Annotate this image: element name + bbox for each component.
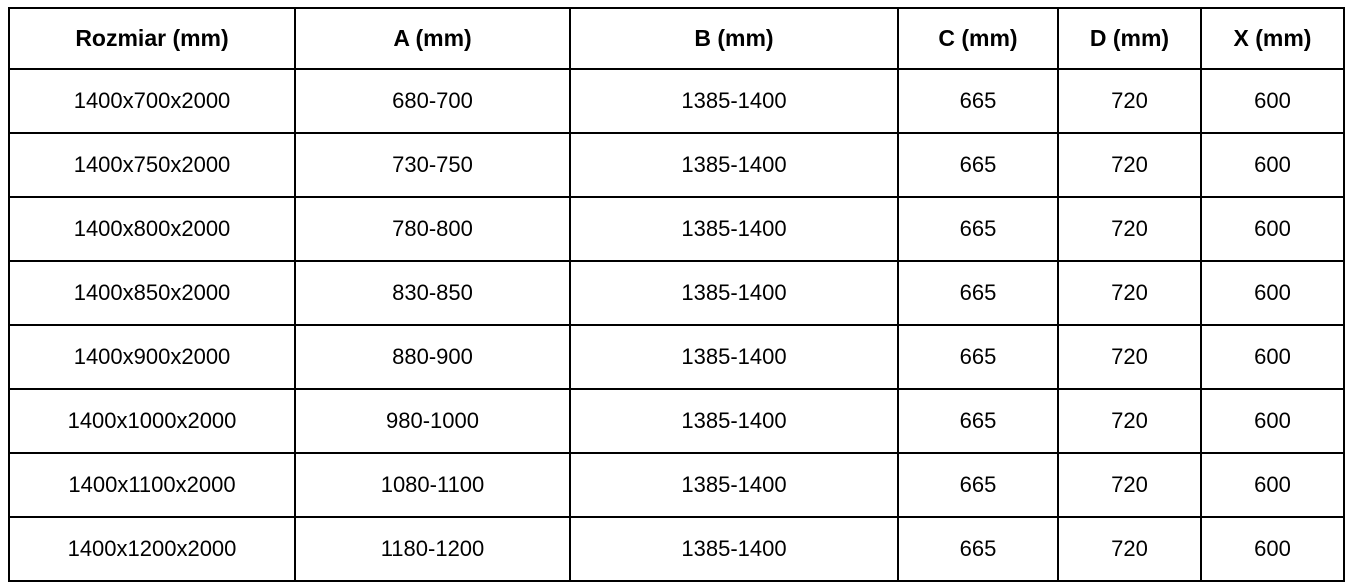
column-header-d: D (mm) bbox=[1057, 7, 1202, 70]
cell-d: 720 bbox=[1057, 452, 1202, 518]
size-spec-table: Rozmiar (mm) A (mm) B (mm) C (mm) D (mm)… bbox=[8, 7, 1345, 582]
cell-c: 665 bbox=[897, 452, 1059, 518]
cell-d: 720 bbox=[1057, 388, 1202, 454]
cell-c: 665 bbox=[897, 132, 1059, 198]
cell-x: 600 bbox=[1200, 324, 1345, 390]
cell-b: 1385-1400 bbox=[569, 260, 899, 326]
cell-a: 1080-1100 bbox=[294, 452, 571, 518]
cell-d: 720 bbox=[1057, 260, 1202, 326]
cell-b: 1385-1400 bbox=[569, 324, 899, 390]
cell-x: 600 bbox=[1200, 516, 1345, 582]
cell-a: 1180-1200 bbox=[294, 516, 571, 582]
cell-b: 1385-1400 bbox=[569, 132, 899, 198]
column-header-a: A (mm) bbox=[294, 7, 571, 70]
cell-d: 720 bbox=[1057, 324, 1202, 390]
cell-a: 730-750 bbox=[294, 132, 571, 198]
cell-b: 1385-1400 bbox=[569, 452, 899, 518]
cell-c: 665 bbox=[897, 388, 1059, 454]
column-header-c: C (mm) bbox=[897, 7, 1059, 70]
cell-b: 1385-1400 bbox=[569, 196, 899, 262]
cell-x: 600 bbox=[1200, 452, 1345, 518]
table-row: 1400x1200x2000 1180-1200 1385-1400 665 7… bbox=[8, 516, 1345, 582]
cell-rozmiar: 1400x850x2000 bbox=[8, 260, 296, 326]
table-row: 1400x750x2000 730-750 1385-1400 665 720 … bbox=[8, 132, 1345, 198]
table-row: 1400x1000x2000 980-1000 1385-1400 665 72… bbox=[8, 388, 1345, 454]
cell-c: 665 bbox=[897, 260, 1059, 326]
table-row: 1400x1100x2000 1080-1100 1385-1400 665 7… bbox=[8, 452, 1345, 518]
cell-rozmiar: 1400x900x2000 bbox=[8, 324, 296, 390]
cell-a: 880-900 bbox=[294, 324, 571, 390]
cell-a: 680-700 bbox=[294, 68, 571, 134]
cell-a: 780-800 bbox=[294, 196, 571, 262]
cell-d: 720 bbox=[1057, 196, 1202, 262]
cell-x: 600 bbox=[1200, 196, 1345, 262]
table-body: 1400x700x2000 680-700 1385-1400 665 720 … bbox=[8, 68, 1345, 582]
cell-d: 720 bbox=[1057, 132, 1202, 198]
cell-x: 600 bbox=[1200, 388, 1345, 454]
cell-rozmiar: 1400x1200x2000 bbox=[8, 516, 296, 582]
cell-rozmiar: 1400x800x2000 bbox=[8, 196, 296, 262]
cell-rozmiar: 1400x1100x2000 bbox=[8, 452, 296, 518]
cell-c: 665 bbox=[897, 516, 1059, 582]
cell-a: 830-850 bbox=[294, 260, 571, 326]
cell-c: 665 bbox=[897, 68, 1059, 134]
cell-c: 665 bbox=[897, 324, 1059, 390]
cell-b: 1385-1400 bbox=[569, 516, 899, 582]
cell-b: 1385-1400 bbox=[569, 68, 899, 134]
header-row: Rozmiar (mm) A (mm) B (mm) C (mm) D (mm)… bbox=[8, 7, 1345, 70]
cell-a: 980-1000 bbox=[294, 388, 571, 454]
cell-rozmiar: 1400x1000x2000 bbox=[8, 388, 296, 454]
table-row: 1400x850x2000 830-850 1385-1400 665 720 … bbox=[8, 260, 1345, 326]
cell-x: 600 bbox=[1200, 132, 1345, 198]
cell-d: 720 bbox=[1057, 68, 1202, 134]
cell-x: 600 bbox=[1200, 260, 1345, 326]
table-header: Rozmiar (mm) A (mm) B (mm) C (mm) D (mm)… bbox=[8, 7, 1345, 70]
cell-b: 1385-1400 bbox=[569, 388, 899, 454]
column-header-x: X (mm) bbox=[1200, 7, 1345, 70]
table-row: 1400x800x2000 780-800 1385-1400 665 720 … bbox=[8, 196, 1345, 262]
cell-x: 600 bbox=[1200, 68, 1345, 134]
table-row: 1400x700x2000 680-700 1385-1400 665 720 … bbox=[8, 68, 1345, 134]
column-header-b: B (mm) bbox=[569, 7, 899, 70]
cell-c: 665 bbox=[897, 196, 1059, 262]
table-row: 1400x900x2000 880-900 1385-1400 665 720 … bbox=[8, 324, 1345, 390]
cell-d: 720 bbox=[1057, 516, 1202, 582]
column-header-rozmiar: Rozmiar (mm) bbox=[8, 7, 296, 70]
size-spec-table-container: Rozmiar (mm) A (mm) B (mm) C (mm) D (mm)… bbox=[8, 7, 1345, 582]
cell-rozmiar: 1400x700x2000 bbox=[8, 68, 296, 134]
cell-rozmiar: 1400x750x2000 bbox=[8, 132, 296, 198]
